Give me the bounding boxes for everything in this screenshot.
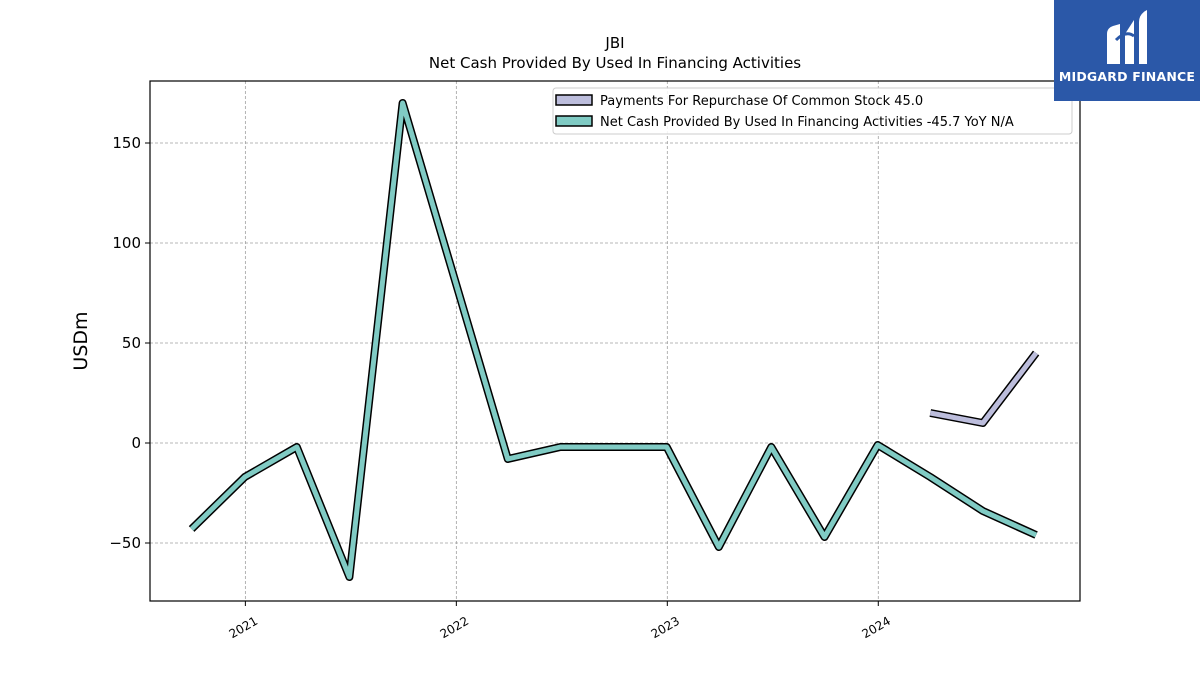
x-axis: 2021 2022 2023 2024	[227, 601, 893, 641]
y-tick-label: −50	[109, 534, 141, 552]
y-tick-label: 150	[112, 134, 141, 152]
series-line	[189, 100, 1038, 580]
series-outline	[929, 350, 1040, 427]
y-axis-label: USDm	[70, 311, 92, 370]
y-tick-label: 0	[131, 434, 141, 452]
legend-box	[552, 87, 1073, 135]
grid	[150, 81, 1080, 601]
series-lines	[188, 99, 1040, 581]
midgard-finance-logo: MIDGARD FINANCE	[1054, 0, 1200, 101]
logo-text: MIDGARD FINANCE	[1058, 69, 1196, 84]
x-tick-label: 2024	[860, 614, 893, 641]
logo-mark-icon	[1107, 10, 1147, 64]
y-tick-label: 100	[112, 234, 141, 252]
x-tick-label: 2023	[649, 614, 682, 641]
legend-label: Net Cash Provided By Used In Financing A…	[600, 115, 1014, 130]
y-axis: −50 0 50 100 150	[109, 134, 150, 552]
legend-swatch	[555, 94, 593, 106]
x-tick-label: 2021	[227, 614, 260, 641]
legend-label: Payments For Repurchase Of Common Stock …	[600, 94, 923, 109]
plot-frame	[149, 80, 1081, 602]
legend: Payments For Repurchase Of Common Stock …	[552, 87, 1073, 135]
y-tick-label: 50	[122, 334, 141, 352]
legend-swatch	[555, 115, 593, 127]
x-tick-label: 2022	[438, 614, 471, 641]
chart-subtitle: Net Cash Provided By Used In Financing A…	[429, 54, 801, 72]
chart-title: JBI	[604, 34, 624, 52]
